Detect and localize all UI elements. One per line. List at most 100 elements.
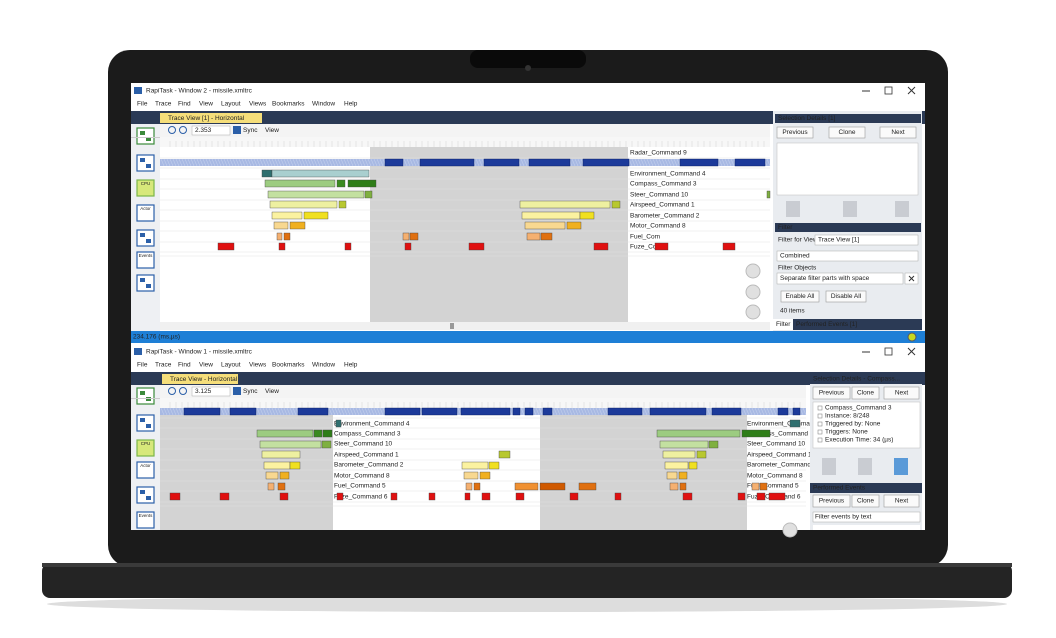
menu-item[interactable]: Layout (221, 362, 241, 369)
menu-item[interactable]: Window (312, 362, 335, 369)
maximize[interactable] (884, 86, 893, 95)
panel-tab[interactable] (793, 319, 922, 330)
panel-tab-label[interactable]: Performed Events [1] (796, 321, 857, 328)
nav-button[interactable] (782, 522, 798, 538)
trace-block (289, 461, 301, 470)
panel-tab[interactable] (773, 319, 793, 330)
button-label[interactable]: Next (895, 390, 909, 397)
zoom-in[interactable] (168, 126, 176, 134)
view-icon[interactable] (822, 458, 836, 475)
tree-item: Compass_Command 3 (825, 405, 892, 412)
menu-item[interactable]: File (137, 362, 148, 369)
scroll-thumb[interactable] (450, 323, 454, 329)
button-label[interactable]: Disable All (831, 293, 862, 300)
text-input[interactable] (812, 511, 921, 523)
tab[interactable] (162, 374, 238, 384)
menu-item[interactable]: Trace (155, 101, 172, 108)
hatch (520, 158, 525, 167)
tool-icon[interactable] (136, 127, 155, 145)
button[interactable] (883, 386, 920, 400)
button-label[interactable]: Clone (839, 129, 856, 136)
zoom-out[interactable] (179, 387, 187, 395)
menu-item[interactable]: Trace (155, 362, 172, 369)
view-icon[interactable] (858, 458, 872, 475)
tool-icon[interactable] (136, 511, 155, 529)
zoom-input[interactable] (191, 386, 231, 397)
button-label[interactable]: Next (891, 129, 905, 136)
menu-item[interactable]: Views (249, 362, 267, 369)
tool-icon[interactable] (136, 439, 155, 457)
dropdown[interactable] (814, 234, 919, 246)
maximize[interactable] (884, 347, 893, 356)
menu-item[interactable]: Help (344, 101, 358, 108)
tool-icon[interactable] (136, 387, 155, 405)
tab[interactable] (160, 113, 262, 123)
view-icon[interactable] (895, 201, 909, 217)
tool-icon[interactable] (136, 486, 155, 504)
view-label[interactable]: View (265, 127, 279, 134)
sync-icon[interactable] (233, 126, 241, 134)
tool-icon[interactable] (136, 204, 155, 222)
tool-icon[interactable] (136, 251, 155, 269)
tool-icon[interactable] (136, 179, 155, 197)
button[interactable] (812, 386, 851, 400)
menu-item[interactable]: Layout (221, 101, 241, 108)
button[interactable] (776, 126, 814, 139)
tree-node[interactable] (817, 429, 823, 435)
button[interactable] (879, 126, 917, 139)
sync-icon[interactable] (233, 387, 241, 395)
menu-item[interactable]: Find (178, 362, 191, 369)
tool-icon[interactable] (136, 229, 155, 247)
button-label[interactable]: Next (895, 498, 909, 505)
menu-item[interactable]: File (137, 101, 148, 108)
tool-icon[interactable] (136, 274, 155, 292)
tree-node[interactable] (817, 405, 823, 411)
button-label[interactable]: Previous (819, 390, 845, 397)
trace-block (463, 471, 479, 480)
zoom-input[interactable] (191, 125, 231, 136)
view-icon[interactable] (786, 201, 800, 217)
view-label[interactable]: View (265, 388, 279, 395)
tab-label[interactable]: Trace View [1] - Horizontal (168, 115, 245, 122)
button-label[interactable]: Clone (857, 498, 874, 505)
tab-label[interactable]: Trace View - Horizontal (170, 376, 238, 383)
button-label[interactable]: Clone (857, 390, 874, 397)
menu-item[interactable]: Bookmarks (272, 101, 305, 108)
menu-item[interactable]: Help (344, 362, 358, 369)
text-input[interactable] (776, 272, 904, 285)
button[interactable] (825, 290, 867, 303)
button[interactable] (851, 386, 880, 400)
sync-label[interactable]: Sync (243, 388, 258, 395)
dropdown[interactable] (776, 250, 919, 262)
menu-item[interactable]: Window (312, 101, 335, 108)
menu-item[interactable]: Bookmarks (272, 362, 305, 369)
button[interactable] (828, 126, 866, 139)
nav-button[interactable] (745, 304, 761, 320)
tool-icon[interactable] (136, 154, 155, 172)
zoom-out[interactable] (179, 126, 187, 134)
view-icon[interactable] (843, 201, 857, 217)
nav-button[interactable] (745, 263, 761, 279)
button[interactable] (812, 494, 851, 508)
tool-icon[interactable] (136, 461, 155, 479)
menu-item[interactable]: Find (178, 101, 191, 108)
view-icon[interactable] (894, 458, 908, 475)
tool-icon[interactable] (136, 414, 155, 432)
button[interactable] (780, 290, 820, 303)
menu-item[interactable]: Views (249, 101, 267, 108)
tree-node[interactable] (817, 437, 823, 443)
button-label[interactable]: Previous (782, 129, 808, 136)
button-label[interactable]: Previous (819, 498, 845, 505)
panel-header (810, 483, 922, 493)
button[interactable] (883, 494, 920, 508)
sync-label[interactable]: Sync (243, 127, 258, 134)
menu-item[interactable]: View (199, 101, 213, 108)
button[interactable] (851, 494, 880, 508)
tree-node[interactable] (817, 413, 823, 419)
zoom-in[interactable] (168, 387, 176, 395)
menu-item[interactable]: View (199, 362, 213, 369)
panel-tab-label[interactable]: Filter (776, 321, 791, 328)
nav-button[interactable] (745, 284, 761, 300)
button-label[interactable]: Enable All (786, 293, 815, 300)
tree-node[interactable] (817, 421, 823, 427)
